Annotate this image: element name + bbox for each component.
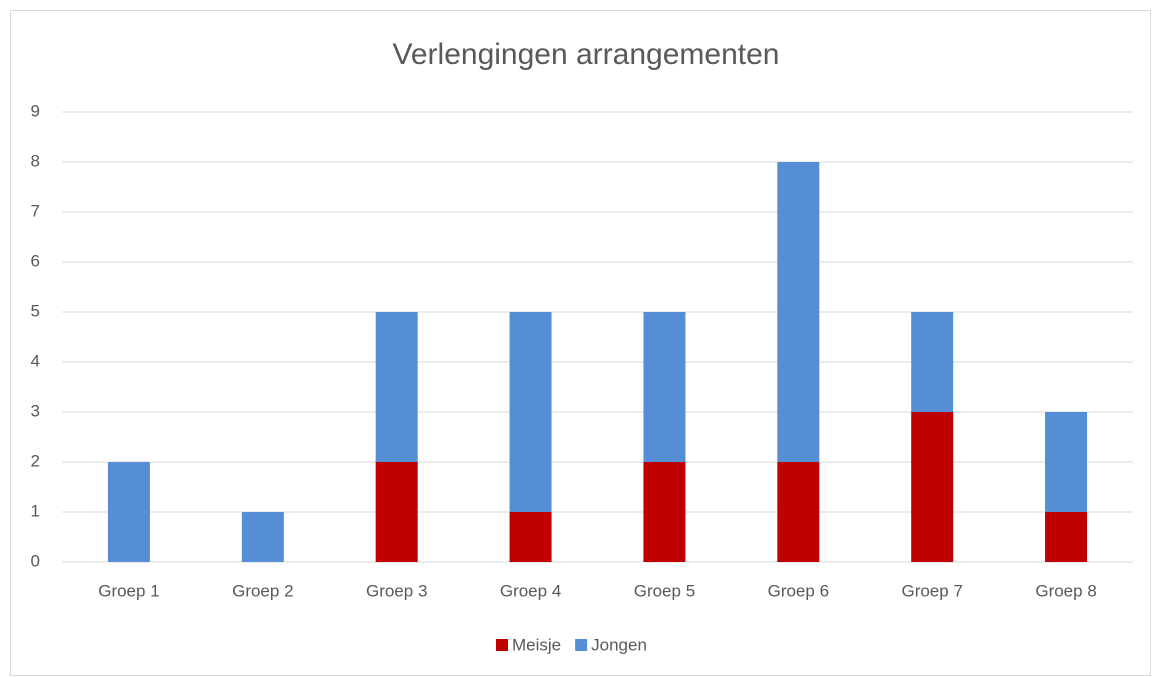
y-tick-label: 8 (31, 151, 40, 170)
chart-title: Verlengingen arrangementen (393, 38, 780, 71)
legend-label: Meisje (512, 635, 561, 654)
bar-segment (1045, 412, 1088, 512)
y-tick-label: 0 (31, 551, 40, 570)
bar-segment (107, 462, 150, 562)
y-tick-label: 3 (31, 401, 40, 420)
y-tick-label: 9 (31, 101, 40, 120)
x-tick-label: Groep 7 (901, 581, 962, 600)
legend-label: Jongen (591, 635, 647, 654)
bar-segment (911, 412, 954, 562)
x-tick-label: Groep 6 (768, 581, 829, 600)
x-tick-label: Groep 8 (1035, 581, 1096, 600)
y-tick-label: 1 (31, 501, 40, 520)
chart-frame (10, 10, 1151, 676)
y-tick-label: 7 (31, 201, 40, 220)
bar-segment (643, 462, 686, 562)
bar-segment (777, 162, 820, 462)
bar-segment (375, 312, 418, 462)
bar-segment (509, 512, 552, 562)
bar-segment (1045, 512, 1088, 562)
bar-segment (375, 462, 418, 562)
x-tick-label: Groep 1 (98, 581, 159, 600)
y-tick-label: 6 (31, 251, 40, 270)
y-tick-label: 5 (31, 301, 40, 320)
bar-segment (643, 312, 686, 462)
bar-segment (509, 312, 552, 512)
x-tick-label: Groep 2 (232, 581, 293, 600)
legend-swatch (496, 639, 508, 651)
bar-segment (241, 512, 284, 562)
bar-segment (911, 312, 954, 412)
y-tick-label: 2 (31, 451, 40, 470)
x-tick-label: Groep 3 (366, 581, 427, 600)
legend-swatch (575, 639, 588, 651)
y-tick-label: 4 (31, 351, 40, 370)
x-tick-label: Groep 4 (500, 581, 561, 600)
bar-segment (777, 462, 820, 562)
x-tick-label: Groep 5 (634, 581, 695, 600)
